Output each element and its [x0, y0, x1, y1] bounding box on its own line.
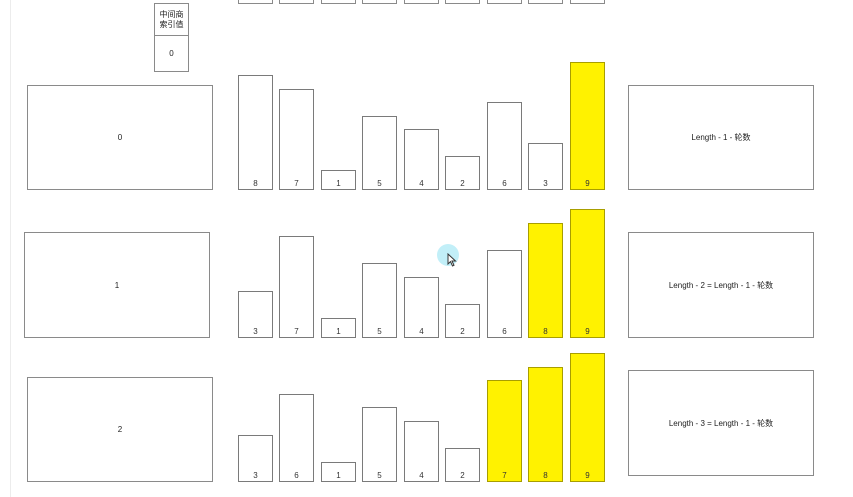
formula-box-2: Length - 3 = Length - 1 - 轮数 — [628, 370, 814, 476]
bar-label: 4 — [419, 327, 424, 336]
round-box-2: 2 — [27, 377, 213, 482]
bar-stub — [404, 0, 439, 4]
bar: 9 — [570, 62, 605, 190]
bar: 1 — [321, 170, 356, 190]
mid-index-value: 0 — [154, 35, 189, 72]
bar: 6 — [487, 102, 522, 190]
bar: 4 — [404, 129, 439, 190]
bar-label: 7 — [502, 471, 507, 480]
bar: 3 — [238, 291, 273, 338]
bar-label: 4 — [419, 179, 424, 188]
bar-label: 6 — [502, 327, 507, 336]
bar: 6 — [487, 250, 522, 338]
bar-label: 7 — [294, 179, 299, 188]
bar-stub — [570, 0, 605, 4]
bar-label: 2 — [460, 471, 465, 480]
bar: 9 — [570, 353, 605, 482]
bar: 8 — [528, 367, 563, 482]
bar: 3 — [528, 143, 563, 190]
bar: 3 — [238, 435, 273, 482]
bar-stub — [362, 0, 397, 4]
round-box-1: 1 — [24, 232, 210, 338]
bar-stub — [279, 0, 314, 4]
bar: 5 — [362, 116, 397, 190]
bar-label: 5 — [377, 179, 382, 188]
bar-label: 5 — [377, 471, 382, 480]
bar: 7 — [279, 89, 314, 190]
bar: 4 — [404, 277, 439, 338]
bar-label: 2 — [460, 179, 465, 188]
bar: 2 — [445, 448, 480, 482]
bar-stub — [321, 0, 356, 4]
bar: 2 — [445, 304, 480, 338]
bar-label: 1 — [336, 327, 341, 336]
bar-stub — [487, 0, 522, 4]
canvas-left-rule — [10, 0, 11, 497]
mid-index-label: 中间商 索引值 — [154, 3, 189, 36]
bar-label: 6 — [294, 471, 299, 480]
bar-label: 9 — [585, 327, 590, 336]
bar-label: 8 — [253, 179, 258, 188]
bar-label: 9 — [585, 179, 590, 188]
bar-label: 2 — [460, 327, 465, 336]
bar-label: 8 — [543, 327, 548, 336]
bar-stub — [445, 0, 480, 4]
mouse-pointer-icon — [447, 252, 457, 272]
bar: 2 — [445, 156, 480, 190]
bar: 9 — [570, 209, 605, 338]
bar-stub — [528, 0, 563, 4]
bar-label: 4 — [419, 471, 424, 480]
bar: 5 — [362, 407, 397, 482]
bar-label: 5 — [377, 327, 382, 336]
formula-box-1: Length - 2 = Length - 1 - 轮数 — [628, 232, 814, 338]
bar: 4 — [404, 421, 439, 482]
bar: 6 — [279, 394, 314, 482]
bar: 1 — [321, 318, 356, 338]
bar-label: 3 — [253, 327, 258, 336]
bar-label: 1 — [336, 179, 341, 188]
bar: 1 — [321, 462, 356, 482]
bar-label: 3 — [543, 179, 548, 188]
formula-box-0: Length - 1 - 轮数 — [628, 85, 814, 190]
bar-label: 7 — [294, 327, 299, 336]
round-box-0: 0 — [27, 85, 213, 190]
bar-label: 1 — [336, 471, 341, 480]
bar: 5 — [362, 263, 397, 338]
bar-label: 3 — [253, 471, 258, 480]
bar: 7 — [487, 380, 522, 482]
bar: 7 — [279, 236, 314, 338]
bar: 8 — [238, 75, 273, 190]
bar-label: 8 — [543, 471, 548, 480]
bar: 8 — [528, 223, 563, 338]
bar-label: 6 — [502, 179, 507, 188]
bar-stub — [238, 0, 273, 4]
bar-label: 9 — [585, 471, 590, 480]
